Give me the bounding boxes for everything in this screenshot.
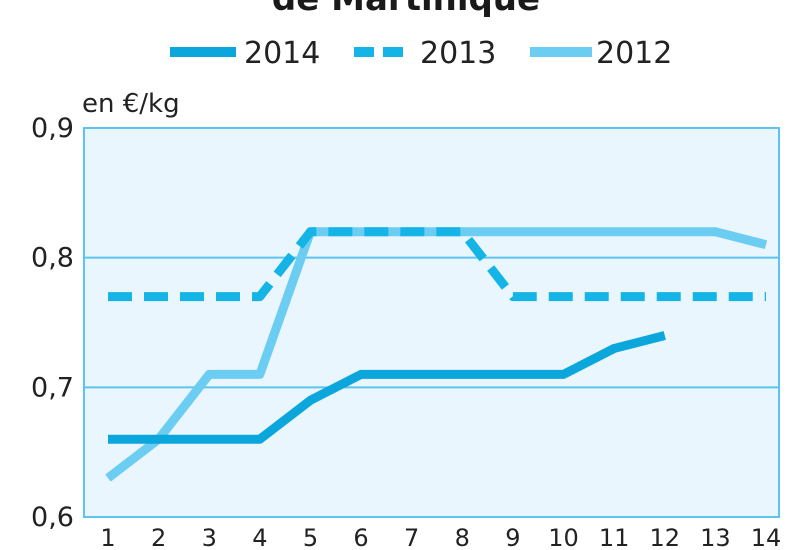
legend-label: 2013 bbox=[420, 36, 496, 71]
x-tick-label: 14 bbox=[751, 524, 782, 550]
x-tick-label: 11 bbox=[599, 524, 630, 550]
plot-area bbox=[83, 127, 780, 518]
x-tick-label: 7 bbox=[404, 524, 419, 550]
chart-title: de Martinique bbox=[272, 0, 540, 19]
y-axis-unit-label: en €/kg bbox=[82, 89, 180, 119]
x-tick-label: 9 bbox=[505, 524, 520, 550]
legend-item-2014: 2014 bbox=[170, 36, 320, 71]
series-line-2014 bbox=[108, 331, 666, 444]
y-axis-ticks: 0,9 0,8 0,7 0,6 bbox=[31, 113, 74, 533]
x-tick-label: 12 bbox=[649, 524, 680, 550]
x-axis-ticks: 1 2 3 4 5 6 7 8 9 10 11 12 13 14 bbox=[100, 524, 781, 550]
y-tick-label: 0,8 bbox=[31, 243, 74, 274]
y-tick-label: 0,7 bbox=[31, 372, 74, 403]
x-tick-label: 3 bbox=[202, 524, 217, 550]
y-tick-label: 0,9 bbox=[31, 113, 74, 144]
series-layer bbox=[105, 227, 768, 482]
x-tick-label: 1 bbox=[100, 524, 115, 550]
legend: 2014 2013 2012 bbox=[170, 36, 672, 71]
y-tick-label: 0,6 bbox=[31, 502, 74, 533]
x-tick-label: 8 bbox=[455, 524, 470, 550]
legend-item-2012: 2012 bbox=[530, 36, 672, 71]
series-line-2013 bbox=[108, 227, 766, 302]
x-tick-label: 5 bbox=[303, 524, 318, 550]
x-tick-label: 13 bbox=[700, 524, 731, 550]
legend-label: 2012 bbox=[596, 36, 672, 71]
x-tick-label: 2 bbox=[151, 524, 166, 550]
legend-label: 2014 bbox=[244, 36, 320, 71]
x-tick-label: 10 bbox=[548, 524, 579, 550]
x-tick-label: 4 bbox=[252, 524, 267, 550]
x-tick-label: 6 bbox=[353, 524, 368, 550]
legend-item-2013: 2013 bbox=[354, 36, 496, 71]
